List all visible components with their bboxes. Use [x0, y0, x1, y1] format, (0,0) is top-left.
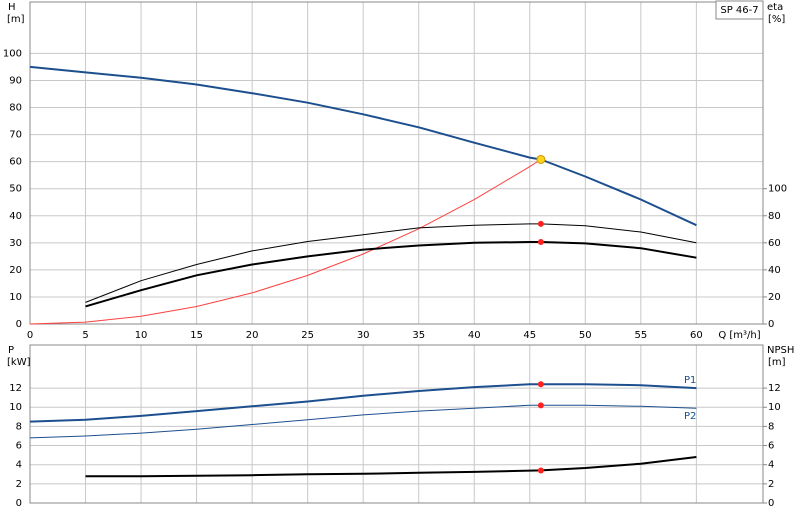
x-tick-label: 10 [135, 330, 148, 341]
duty-point [537, 467, 544, 474]
x-tick-label: 55 [634, 330, 647, 341]
x-tick-label: 40 [468, 330, 481, 341]
y2-unit: [m] [768, 357, 786, 368]
series-line [29, 404, 697, 439]
duty-point [537, 381, 544, 388]
y-tick-label: 6 [16, 441, 22, 452]
y-tick-label: 90 [9, 75, 22, 86]
x-tick-label: 5 [82, 330, 88, 341]
y2-tick-label: 6 [768, 441, 774, 452]
title-box [715, 0, 764, 20]
plot-frame [29, 1, 764, 325]
y2-tick-label: 80 [768, 211, 781, 222]
series-line [85, 241, 697, 308]
x-tick-label: 35 [412, 330, 425, 341]
chart-title: SP 46-7 [720, 5, 758, 16]
series-label: P2 [684, 411, 696, 422]
y2-unit: [%] [768, 14, 785, 25]
y-label: H [8, 2, 16, 13]
y2-tick-label: 40 [768, 265, 781, 276]
series-line [85, 223, 697, 303]
y-unit: [kW] [7, 357, 31, 368]
duty-point [537, 220, 544, 227]
duty-point [537, 402, 544, 409]
y-tick-label: 50 [9, 184, 22, 195]
series-label: P1 [684, 375, 696, 386]
y-tick-label: 100 [3, 48, 22, 59]
series-line [29, 159, 542, 325]
y-tick-label: 10 [9, 402, 22, 413]
duty-point [537, 239, 544, 246]
y-tick-label: 30 [9, 238, 22, 249]
x-tick-label: 15 [190, 330, 203, 341]
y2-label: eta [767, 2, 783, 13]
y-tick-label: 10 [9, 292, 22, 303]
y-tick-label: 0 [16, 319, 22, 330]
plot-frame [29, 344, 764, 504]
y-tick-label: 4 [16, 460, 22, 471]
x-tick-label: 20 [246, 330, 259, 341]
y2-tick-label: 12 [768, 383, 781, 394]
y2-tick-label: 4 [768, 460, 774, 471]
y-unit: [m] [7, 14, 25, 25]
x-tick-label: 60 [690, 330, 703, 341]
y2-tick-label: 60 [768, 238, 781, 249]
x-tick-label: 25 [301, 330, 314, 341]
y-tick-label: 8 [16, 421, 22, 432]
series-line [29, 65, 697, 227]
x-tick-label: 30 [357, 330, 370, 341]
x-label: Q [m³/h] [718, 330, 760, 341]
y2-tick-label: 100 [768, 184, 787, 195]
y-tick-label: 40 [9, 211, 22, 222]
y-tick-label: 2 [16, 479, 22, 490]
y-tick-label: 80 [9, 103, 22, 114]
y-tick-label: 0 [16, 498, 22, 509]
y-label: P [8, 345, 14, 356]
y2-tick-label: 8 [768, 421, 774, 432]
y2-tick-label: 10 [768, 402, 781, 413]
y2-label: NPSH [767, 345, 794, 356]
y2-tick-label: 2 [768, 479, 774, 490]
y2-tick-label: 0 [768, 319, 774, 330]
duty-point [536, 154, 546, 164]
y-tick-label: 70 [9, 130, 22, 141]
series-line [29, 383, 697, 423]
y-tick-label: 12 [9, 383, 22, 394]
x-tick-label: 0 [27, 330, 33, 341]
y2-tick-label: 20 [768, 292, 781, 303]
series-line [85, 456, 697, 478]
x-tick-label: 50 [579, 330, 592, 341]
x-tick-label: 45 [523, 330, 536, 341]
y-tick-label: 20 [9, 265, 22, 276]
y2-tick-label: 0 [768, 498, 774, 509]
y-tick-label: 60 [9, 157, 22, 168]
